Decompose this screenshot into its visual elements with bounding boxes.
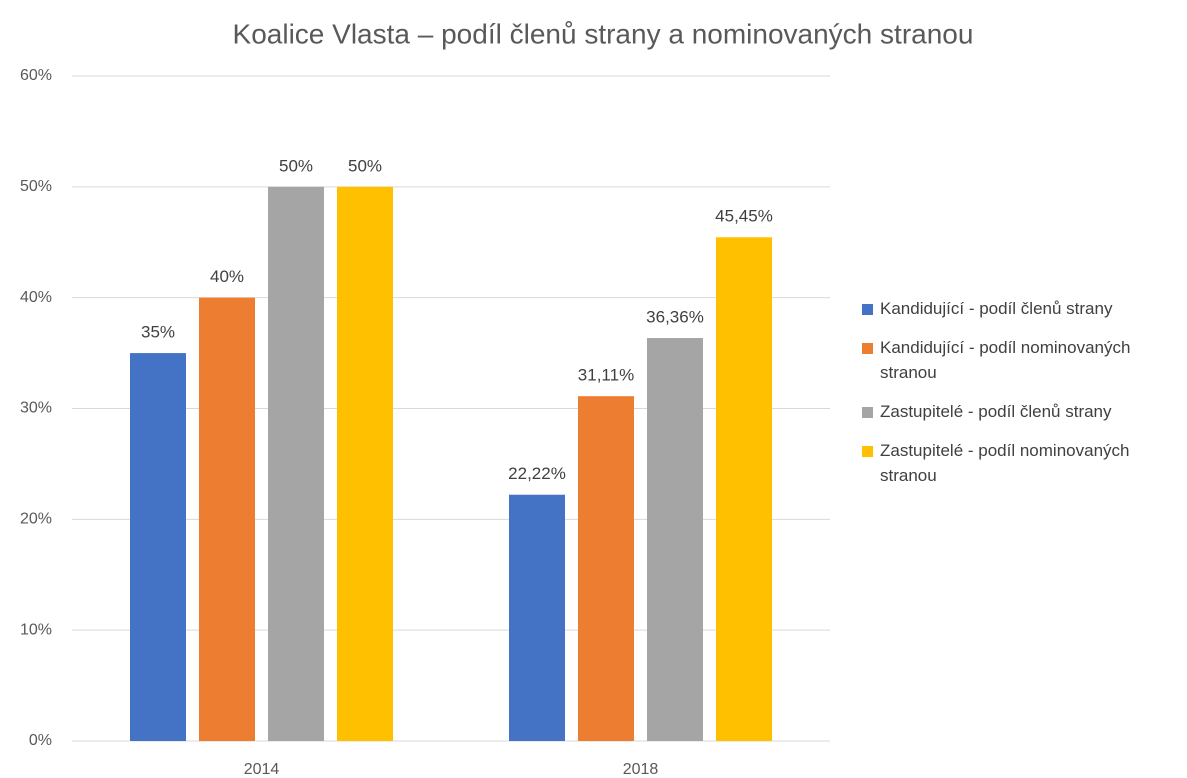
legend-swatch — [862, 446, 873, 457]
legend-label: Zastupitelé - podíl členů strany — [880, 402, 1112, 421]
data-label: 36,36% — [646, 307, 704, 326]
data-label: 31,11% — [578, 366, 634, 385]
bar — [647, 338, 703, 741]
bar — [199, 297, 255, 741]
x-tick-label: 2014 — [244, 761, 280, 778]
legend-item: Kandidující - podíl nominovaných stranou — [858, 335, 1178, 385]
chart-title: Koalice Vlasta – podíl členů strany a no… — [233, 18, 974, 49]
bar — [578, 396, 634, 741]
legend-item: Zastupitelé - podíl nominovaných stranou — [858, 438, 1178, 488]
x-tick-label: 2018 — [623, 761, 659, 778]
y-tick-label: 10% — [20, 621, 52, 638]
y-tick-label: 60% — [20, 67, 52, 84]
y-tick-label: 40% — [20, 289, 52, 306]
bar — [509, 494, 565, 741]
bar — [337, 186, 393, 742]
bar — [716, 237, 772, 741]
legend-label: Zastupitelé - podíl nominovaných stranou — [880, 441, 1130, 485]
data-label: 50% — [279, 156, 313, 175]
legend-label: Kandidující - podíl členů strany — [880, 299, 1113, 318]
legend-swatch — [862, 407, 873, 418]
data-label: 50% — [348, 156, 382, 175]
data-label: 40% — [210, 267, 244, 286]
bar — [130, 353, 186, 741]
legend-swatch — [862, 304, 873, 315]
legend: Kandidující - podíl členů strany Kandiduj… — [858, 296, 1178, 502]
legend-item: Kandidující - podíl členů strany — [858, 296, 1178, 321]
bar — [268, 186, 324, 742]
data-label: 35% — [141, 323, 175, 342]
legend-swatch — [862, 343, 873, 354]
legend-label: Kandidující - podíl nominovaných stranou — [880, 338, 1131, 382]
legend-item: Zastupitelé - podíl členů strany — [858, 399, 1178, 424]
data-label: 22,22% — [508, 464, 566, 483]
y-tick-label: 30% — [20, 400, 52, 417]
y-tick-label: 0% — [29, 732, 52, 749]
data-label: 45,45% — [715, 207, 773, 226]
y-tick-label: 20% — [20, 511, 52, 528]
y-tick-label: 50% — [20, 178, 52, 195]
